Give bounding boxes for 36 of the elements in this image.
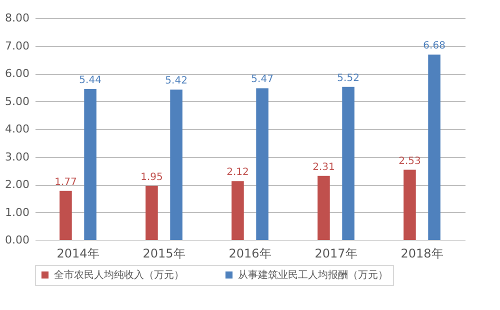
bar [84,89,96,240]
data-label: 5.42 [165,76,188,87]
data-label: 1.95 [140,172,163,183]
bar [146,186,158,240]
x-tick-label: 2017年 [314,246,358,260]
data-label: 2.12 [226,167,249,178]
y-tick-label: 3.00 [5,150,30,164]
y-tick-label: 6.00 [5,67,30,80]
data-label: 1.77 [54,176,77,188]
data-label: 2.31 [312,162,335,173]
data-label: 5.52 [337,72,360,84]
x-tick-label: 2016年 [228,246,272,260]
x-tick-label: 2015年 [142,246,186,260]
data-label: 2.53 [398,156,421,167]
legend-label: 全市农民人均纯收入（万元） [54,269,184,281]
bar [170,90,182,240]
legend-label: 从事建筑业民工人均报酬（万元） [238,269,388,281]
bar [256,88,268,240]
bar [404,170,416,240]
y-tick-label: 7.00 [5,39,30,52]
bar [318,176,330,240]
data-label: 5.47 [251,74,274,86]
y-tick-label: 4.00 [5,122,30,136]
y-tick-label: 5.00 [5,94,30,108]
y-tick-label: 0.00 [5,234,30,246]
y-tick-label: 8.00 [5,12,30,24]
bar [428,54,440,240]
data-label: 6.68 [423,40,446,52]
bar [342,86,354,240]
bar [232,181,244,240]
x-tick-label: 2018年 [400,246,444,260]
y-tick-label: 2.00 [5,178,30,191]
y-tick-label: 1.00 [5,206,30,219]
bar [60,190,72,240]
x-tick-label: 2014年 [56,246,100,260]
data-label: 5.44 [79,75,102,86]
